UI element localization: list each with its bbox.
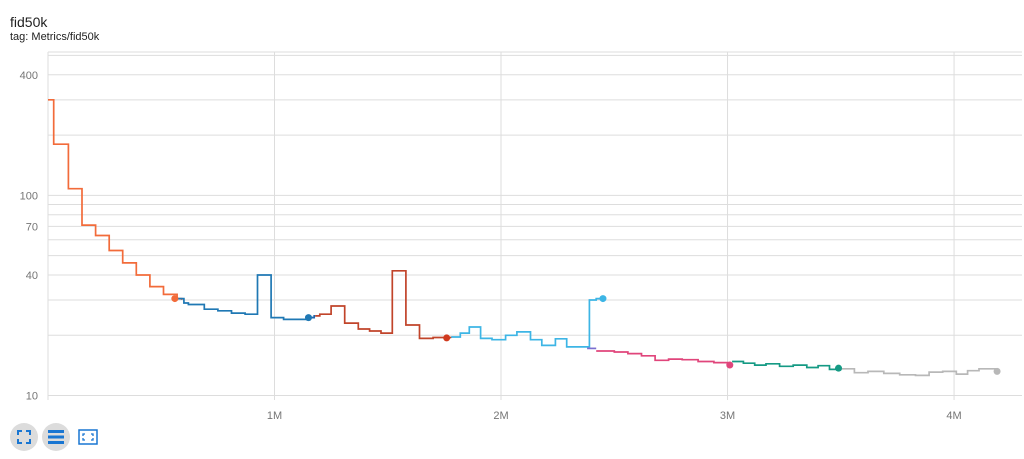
series-end-marker-3[interactable] <box>443 334 451 342</box>
series-line-9[interactable] <box>840 367 998 377</box>
series-line-8[interactable] <box>732 360 842 371</box>
y-tick-label: 40 <box>26 270 38 282</box>
end-markers[interactable] <box>171 295 1001 375</box>
tick-labels: 1M 2M 3M 4M 10 40 70 100 400 <box>20 70 962 420</box>
log-scale-button[interactable] <box>42 423 70 451</box>
series-end-marker-7[interactable] <box>993 367 1001 375</box>
series-end-marker-5[interactable] <box>726 361 734 369</box>
fit-domain-icon <box>17 430 31 444</box>
select-region-icon <box>78 429 98 445</box>
series-end-marker-4[interactable] <box>599 295 607 303</box>
fid50k-chart[interactable]: 1M 2M 3M 4M 10 40 70 100 400 <box>0 0 1024 420</box>
log-scale-icon <box>48 430 64 444</box>
series-line-5[interactable] <box>451 297 603 348</box>
series-line-2[interactable] <box>174 274 315 321</box>
x-tick-label: 3M <box>720 410 735 420</box>
fit-domain-button[interactable] <box>10 423 38 451</box>
series-end-marker-1[interactable] <box>171 295 179 303</box>
y-tick-label: 10 <box>26 391 38 403</box>
x-tick-label: 4M <box>946 410 961 420</box>
x-tick-label: 1M <box>267 410 282 420</box>
x-tick-label: 2M <box>493 410 508 420</box>
series-end-marker-2[interactable] <box>304 314 312 322</box>
series-end-marker-6[interactable] <box>835 364 843 372</box>
grid-layer <box>47 51 1022 400</box>
series-line-7[interactable] <box>596 350 733 366</box>
series-layer[interactable] <box>48 98 998 377</box>
select-region-button[interactable] <box>74 423 102 451</box>
y-tick-label: 400 <box>20 70 38 82</box>
chart-title: fid50k <box>10 14 48 30</box>
y-tick-label: 100 <box>20 190 38 202</box>
chart-tag: tag: Metrics/fid50k <box>10 31 100 43</box>
series-line-1[interactable] <box>48 98 183 300</box>
y-tick-label: 70 <box>26 221 38 233</box>
chart-toolbar <box>10 423 102 451</box>
series-line-4[interactable] <box>315 269 453 340</box>
